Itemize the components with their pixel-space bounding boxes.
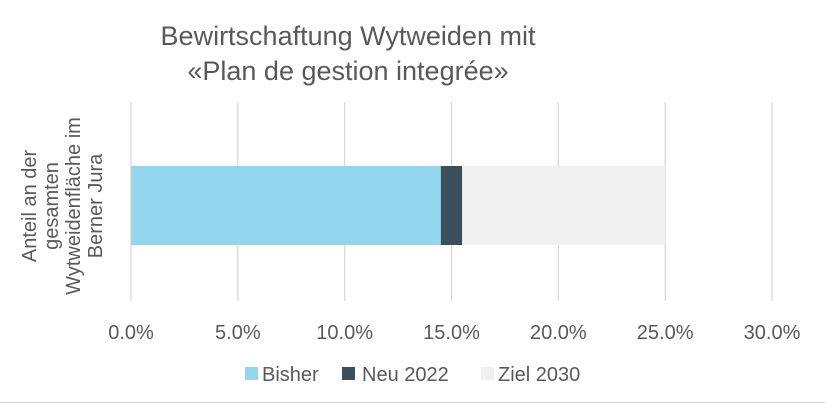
x-tick-label-4: 20.0%	[530, 322, 587, 344]
x-tick-label-1: 5.0%	[215, 322, 261, 344]
category-label-line-1: Anteil an der	[19, 150, 41, 263]
x-tick-label-5: 25.0%	[637, 322, 694, 344]
x-tick-label-0: 0.0%	[108, 322, 154, 344]
bar-segment-ziel-2030	[462, 166, 666, 245]
category-label-line-2: gesamten	[41, 162, 63, 250]
legend-label-1: Neu 2022	[362, 364, 449, 386]
bottom-divider	[0, 402, 825, 403]
x-tick-label-2: 10.0%	[316, 322, 373, 344]
legend-label-0: Bisher	[262, 364, 319, 386]
bar-segments	[131, 166, 666, 245]
legend-swatch-2	[481, 367, 494, 380]
legend-swatch-1	[342, 367, 355, 380]
bar-segment-neu-2022	[440, 166, 463, 245]
category-label-line-4: Berner Jura	[85, 153, 107, 258]
chart-title: Bewirtschaftung Wytweiden mit «Plan de g…	[161, 21, 536, 86]
chart-title-line-2: «Plan de gestion integrée»	[187, 56, 508, 86]
x-axis-tick-labels: 0.0% 5.0% 10.0% 15.0% 20.0% 25.0% 30.0%	[108, 322, 800, 344]
legend-swatch-0	[245, 367, 258, 380]
chart-title-line-1: Bewirtschaftung Wytweiden mit	[161, 21, 536, 51]
x-tick-label-6: 30.0%	[744, 322, 801, 344]
category-label: Anteil an der gesamten Wytweidenfläche i…	[19, 117, 107, 295]
bar-segment-bisher	[131, 166, 441, 245]
x-tick-label-3: 15.0%	[423, 322, 480, 344]
category-label-line-3: Wytweidenfläche im	[63, 117, 85, 295]
legend-label-2: Ziel 2030	[498, 364, 580, 386]
legend: Bisher Neu 2022 Ziel 2030	[245, 364, 580, 386]
